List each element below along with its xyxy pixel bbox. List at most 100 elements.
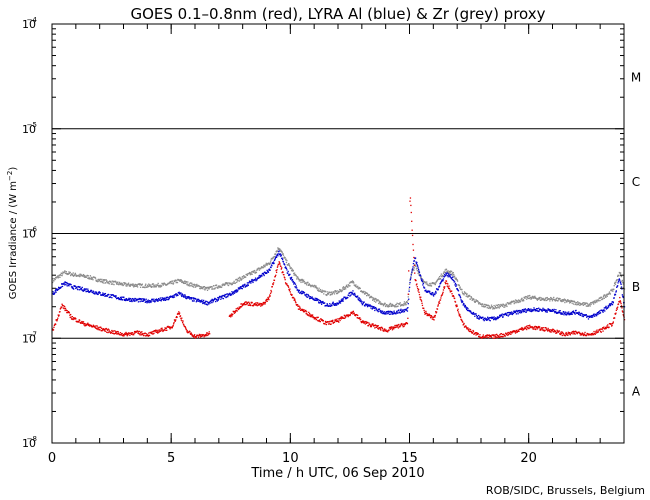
data-point <box>420 275 422 277</box>
data-point <box>330 291 333 293</box>
data-point <box>194 337 197 339</box>
data-point <box>437 288 439 290</box>
x-tick-label: 0 <box>48 451 56 466</box>
data-point <box>305 295 307 297</box>
data-point <box>441 293 444 295</box>
data-point <box>136 284 138 286</box>
data-point <box>260 302 263 305</box>
data-point <box>536 326 538 329</box>
data-point <box>403 303 405 305</box>
data-point <box>338 291 340 293</box>
data-point <box>302 281 304 283</box>
data-point <box>587 304 589 307</box>
data-point <box>308 283 310 285</box>
data-point <box>619 281 621 283</box>
data-point <box>369 304 371 306</box>
data-point <box>393 304 395 307</box>
data-point <box>185 281 188 283</box>
data-point <box>176 316 178 318</box>
data-point <box>175 279 177 282</box>
data-point <box>173 321 175 324</box>
data-point <box>453 275 456 277</box>
data-point <box>314 297 316 299</box>
data-point <box>52 291 54 293</box>
data-point <box>465 292 467 294</box>
data-point <box>314 284 316 287</box>
data-point <box>258 269 261 271</box>
data-point <box>273 259 276 262</box>
data-point <box>332 319 334 321</box>
data-point <box>444 281 446 284</box>
data-point <box>468 310 471 312</box>
data-point <box>175 316 177 319</box>
data-point <box>295 274 297 276</box>
data-point <box>56 289 59 291</box>
data-point <box>216 300 219 302</box>
data-point <box>461 300 463 302</box>
data-point <box>281 257 283 259</box>
data-point <box>291 269 294 271</box>
data-point <box>58 274 61 276</box>
data-point <box>156 299 158 302</box>
data-point <box>147 285 149 287</box>
data-point <box>583 334 585 337</box>
data-point <box>225 296 228 298</box>
data-point <box>326 303 328 305</box>
data-point <box>208 333 210 335</box>
data-point <box>347 286 349 288</box>
data-point <box>104 328 106 330</box>
data-point <box>279 253 281 255</box>
data-point <box>233 292 236 294</box>
data-point <box>367 303 369 306</box>
data-point <box>176 313 179 315</box>
data-point <box>467 296 470 298</box>
data-point <box>165 296 167 299</box>
data-point <box>183 296 185 298</box>
data-point <box>205 333 207 336</box>
data-point <box>557 300 559 302</box>
data-point <box>437 304 439 306</box>
data-point <box>572 310 575 312</box>
data-point <box>544 298 546 300</box>
data-point <box>575 331 577 333</box>
data-point <box>142 333 144 335</box>
data-point <box>175 315 178 318</box>
data-point <box>393 326 396 329</box>
data-point <box>378 302 380 305</box>
data-point <box>175 319 177 321</box>
data-point <box>91 277 94 279</box>
data-point <box>587 315 589 318</box>
data-point <box>286 269 288 271</box>
data-point <box>604 294 606 296</box>
data-point <box>192 284 195 286</box>
data-point <box>427 314 430 317</box>
data-point <box>126 333 128 336</box>
data-point <box>425 283 427 285</box>
data-point <box>152 300 155 302</box>
data-point <box>503 333 505 336</box>
data-point <box>435 282 437 284</box>
data-point <box>550 331 552 333</box>
data-point <box>100 327 103 329</box>
data-point <box>523 308 525 310</box>
data-point <box>126 298 128 300</box>
data-point <box>612 321 615 323</box>
data-point <box>453 273 455 276</box>
data-point <box>551 300 554 302</box>
data-point <box>549 298 551 300</box>
data-point <box>535 328 537 331</box>
data-point <box>289 266 291 268</box>
data-point <box>117 297 119 299</box>
data-point <box>260 268 262 270</box>
data-point <box>58 276 60 278</box>
data-point <box>77 289 79 291</box>
data-point <box>301 309 303 311</box>
data-point <box>382 329 384 331</box>
data-point <box>452 274 454 276</box>
data-point <box>388 329 390 332</box>
data-point <box>294 283 297 285</box>
data-point <box>290 278 292 280</box>
series-red <box>52 197 626 339</box>
data-point <box>95 293 97 295</box>
data-point <box>88 323 90 326</box>
